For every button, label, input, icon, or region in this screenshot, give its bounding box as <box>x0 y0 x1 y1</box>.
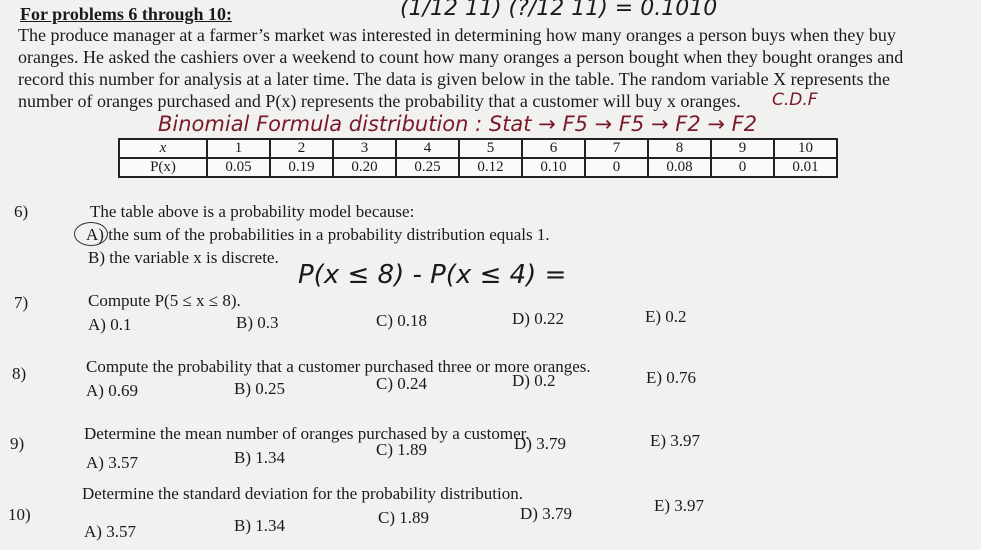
row-label: x <box>118 138 208 159</box>
option: A) the sum of the probabilities in a pro… <box>86 225 550 244</box>
cell: 0.12 <box>458 157 523 178</box>
option: A) 3.57 <box>86 453 138 472</box>
cell: 0.01 <box>773 157 838 178</box>
option: C) 0.18 <box>376 311 427 330</box>
row-label: P(x) <box>118 157 208 178</box>
table-row-x: x 1 2 3 4 5 6 7 8 9 10 <box>118 138 838 159</box>
cell: 2 <box>269 138 334 159</box>
question-number: 10) <box>8 505 31 524</box>
question-text: Determine the mean number of oranges pur… <box>84 424 530 443</box>
cell: 7 <box>584 138 649 159</box>
handwritten-binomial-note: Binomial Formula distribution : Stat → F… <box>158 112 758 136</box>
option: B) 1.34 <box>234 448 285 467</box>
question-text: Determine the standard deviation for the… <box>82 484 523 503</box>
cell: 10 <box>773 138 838 159</box>
option: A) 0.69 <box>86 381 138 400</box>
question-number: 6) <box>14 202 29 221</box>
cell: 3 <box>332 138 397 159</box>
intro-line: number of oranges purchased and P(x) rep… <box>18 91 741 111</box>
cell: 8 <box>647 138 712 159</box>
section-heading: For problems 6 through 10: <box>20 4 233 24</box>
question-text: Compute the probability that a customer … <box>86 357 591 376</box>
handwritten-q7-work: P(x ≤ 8) - P(x ≤ 4) = <box>298 260 567 290</box>
option: E) 3.97 <box>650 431 701 450</box>
cell: 0 <box>584 157 649 178</box>
question-number: 8) <box>12 364 27 383</box>
option: D) 0.22 <box>512 309 564 328</box>
cell: 0.05 <box>206 157 271 178</box>
cell: 0.10 <box>521 157 586 178</box>
probability-table: x 1 2 3 4 5 6 7 8 9 10 P(x) 0.05 0.19 0.20 0.25 0.12 0… <box>118 138 838 178</box>
table-row-px: P(x) 0.05 0.19 0.20 0.25 0.12 0.10 0 0.08 0 0.01 <box>118 157 838 178</box>
cell: 4 <box>395 138 460 159</box>
option: B) 0.3 <box>236 313 279 332</box>
answer-circle <box>74 222 108 246</box>
option: B) the variable x is discrete. <box>88 248 279 267</box>
option: D) 3.79 <box>514 434 566 453</box>
option: D) 0.2 <box>512 371 556 390</box>
handwritten-top-note: (1/12 11) (?/12 11) = 0.1010 <box>400 0 718 21</box>
option: C) 0.24 <box>376 374 427 393</box>
option: D) 3.79 <box>520 504 572 523</box>
cell: 1 <box>206 138 271 159</box>
option: A) 3.57 <box>84 522 136 541</box>
question-text: The table above is a probability model b… <box>90 202 415 221</box>
cell: 6 <box>521 138 586 159</box>
intro-line: oranges. He asked the cashiers over a we… <box>18 47 904 67</box>
question-text: Compute P(5 ≤ x ≤ 8). <box>88 291 241 310</box>
option: B) 0.25 <box>234 379 285 398</box>
cell: 0.20 <box>332 157 397 178</box>
option: E) 3.97 <box>654 496 705 515</box>
question-number: 9) <box>10 434 25 453</box>
cell: 0.25 <box>395 157 460 178</box>
cell: 9 <box>710 138 775 159</box>
cell: 5 <box>458 138 523 159</box>
intro-line: record this number for analysis at a lat… <box>18 69 891 89</box>
question-number: 7) <box>14 293 29 312</box>
cell: 0.19 <box>269 157 334 178</box>
cell: 0.08 <box>647 157 712 178</box>
option: B) 1.34 <box>234 516 285 535</box>
option: E) 0.2 <box>645 307 687 326</box>
handwritten-cdf: C.D.F <box>772 90 818 110</box>
option: E) 0.76 <box>646 368 697 387</box>
intro-line: The produce manager at a farmer’s market… <box>18 25 896 45</box>
option: C) 1.89 <box>376 440 427 459</box>
option: C) 1.89 <box>378 508 429 527</box>
option: A) 0.1 <box>88 315 132 334</box>
cell: 0 <box>710 157 775 178</box>
